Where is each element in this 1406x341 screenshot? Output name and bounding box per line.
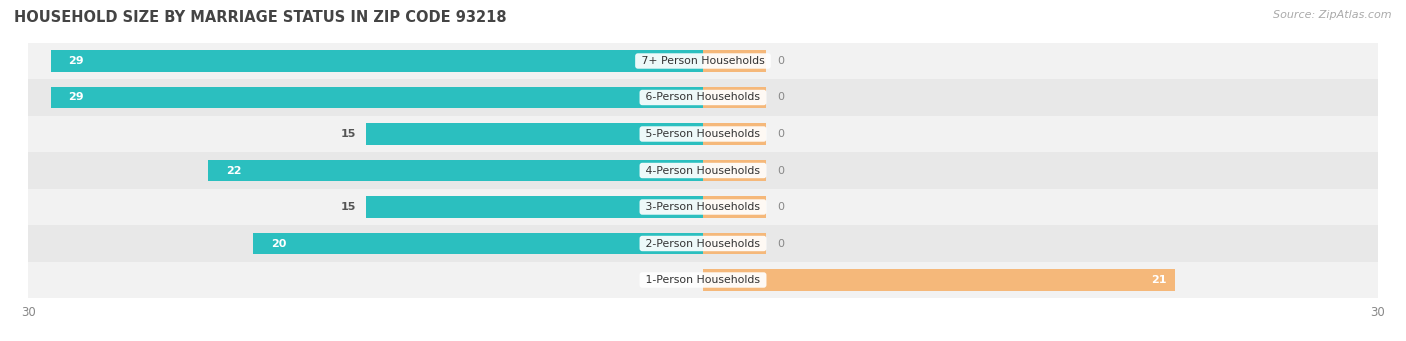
Bar [28, 43, 1378, 79]
Bar [28, 79, 1378, 116]
Text: 6-Person Households: 6-Person Households [643, 92, 763, 103]
Bar [703, 123, 766, 145]
Text: 21: 21 [1152, 275, 1167, 285]
Bar [28, 116, 1378, 152]
Bar [28, 189, 1378, 225]
Bar [28, 152, 1378, 189]
Text: HOUSEHOLD SIZE BY MARRIAGE STATUS IN ZIP CODE 93218: HOUSEHOLD SIZE BY MARRIAGE STATUS IN ZIP… [14, 10, 506, 25]
Text: 29: 29 [69, 92, 84, 103]
Text: 0: 0 [778, 56, 785, 66]
Text: 0: 0 [778, 238, 785, 249]
Text: 5-Person Households: 5-Person Households [643, 129, 763, 139]
Text: 29: 29 [69, 56, 84, 66]
Text: 4-Person Households: 4-Person Households [643, 165, 763, 176]
Bar [28, 225, 1378, 262]
Bar [703, 50, 766, 72]
Bar [703, 269, 1175, 291]
Bar [253, 233, 703, 254]
Text: 15: 15 [342, 202, 357, 212]
Text: 7+ Person Households: 7+ Person Households [638, 56, 768, 66]
Text: 20: 20 [271, 238, 287, 249]
Text: 15: 15 [342, 129, 357, 139]
Text: 1-Person Households: 1-Person Households [643, 275, 763, 285]
Text: 2-Person Households: 2-Person Households [643, 238, 763, 249]
Bar [703, 233, 766, 254]
Bar [703, 87, 766, 108]
Bar [51, 87, 703, 108]
Bar [703, 160, 766, 181]
Text: Source: ZipAtlas.com: Source: ZipAtlas.com [1274, 10, 1392, 20]
Bar [28, 262, 1378, 298]
Bar [366, 196, 703, 218]
Text: 0: 0 [778, 202, 785, 212]
Bar [208, 160, 703, 181]
Bar [366, 123, 703, 145]
Text: 0: 0 [778, 129, 785, 139]
Text: 0: 0 [778, 92, 785, 103]
Text: 22: 22 [226, 165, 242, 176]
Text: 3-Person Households: 3-Person Households [643, 202, 763, 212]
Bar [51, 50, 703, 72]
Bar [703, 196, 766, 218]
Text: 0: 0 [778, 165, 785, 176]
